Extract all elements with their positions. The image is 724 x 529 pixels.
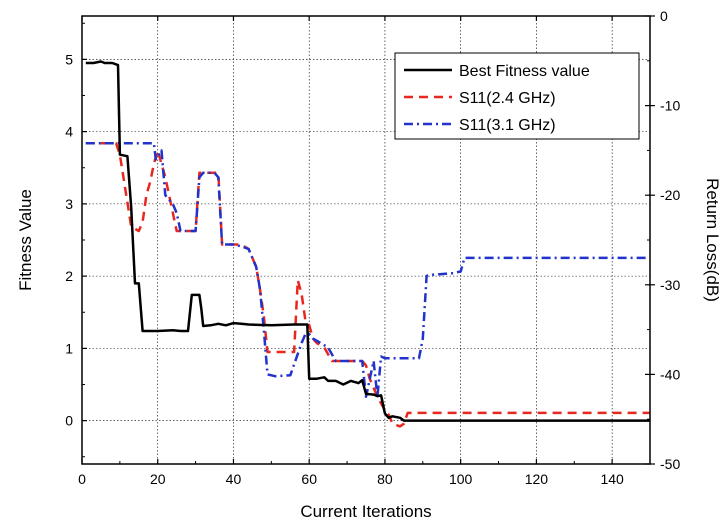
axis-ticks: 0 20 40 60 80 100 120 140 0 1 2 3 4 5 0 -10 -20 -30 -40 -50 [65,8,680,487]
series-line-best-fitness-value [85,60,650,422]
x-tick-label: 40 [226,471,242,487]
right-y-tick-label: -30 [660,277,680,293]
x-tick-label: 140 [600,471,624,487]
right-y-tick-label: -10 [660,98,680,114]
legend-label-s11-2-4ghz: S11(2.4 GHz) [459,90,556,107]
left-y-tick-label: 2 [65,268,73,284]
right-y-tick-label: -50 [660,456,680,472]
left-y-tick-label: 3 [65,196,73,212]
legend: Best Fitness value S11(2.4 GHz) S11(3.1 … [394,52,640,140]
series-line-s11-3-1-ghz [85,141,650,399]
left-y-tick-label: 1 [65,340,73,356]
left-y-tick-label: 4 [65,124,73,140]
legend-label-best-fitness: Best Fitness value [459,63,590,80]
x-tick-label: 100 [449,471,473,487]
x-tick-label: 80 [377,471,393,487]
left-y-tick-label: 0 [65,413,73,429]
x-tick-label: 20 [150,471,166,487]
left-y-axis-title: Fitness Value [16,189,35,291]
series-lines [85,60,650,428]
x-tick-label: 0 [78,471,86,487]
right-y-tick-label: -40 [660,366,680,382]
left-y-tick-label: 5 [65,51,73,67]
right-y-axis-title: Return Loss(dB) [703,178,722,302]
legend-label-s11-3-1ghz: S11(3.1 GHz) [459,117,556,134]
x-tick-label: 120 [525,471,549,487]
right-y-tick-label: 0 [660,8,668,24]
right-y-tick-label: -20 [660,187,680,203]
x-axis-title: Current Iterations [300,502,431,521]
x-tick-label: 60 [301,471,317,487]
